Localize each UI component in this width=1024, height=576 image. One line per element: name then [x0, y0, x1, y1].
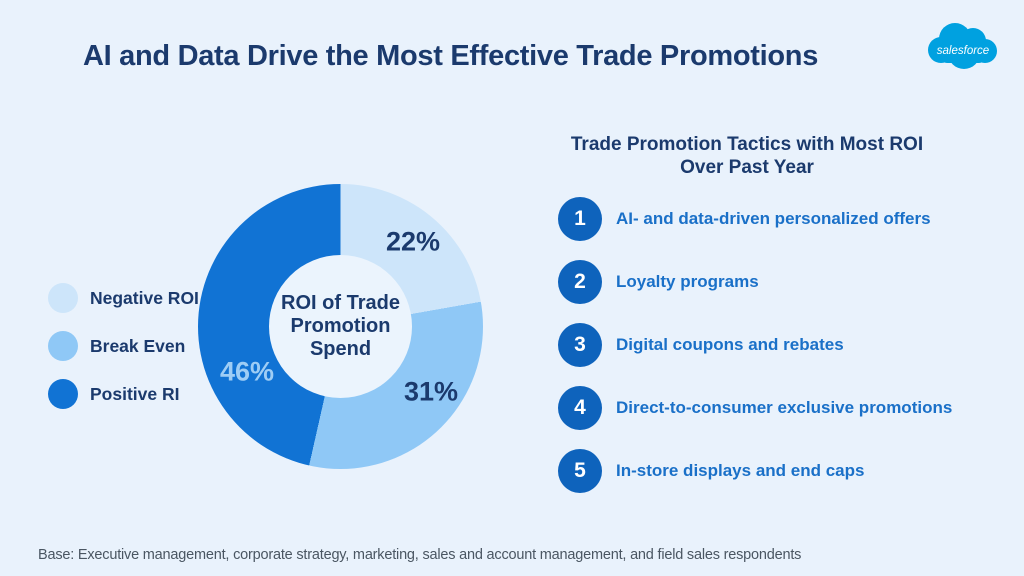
tactic-item: 3 Digital coupons and rebates	[558, 323, 952, 367]
salesforce-logo: salesforce	[924, 22, 1002, 74]
tactic-number-badge: 4	[558, 386, 602, 430]
legend-swatch-break-even	[48, 331, 78, 361]
tactic-item: 4 Direct-to-consumer exclusive promotion…	[558, 386, 952, 430]
salesforce-wordmark: salesforce	[937, 45, 989, 57]
tactic-number-badge: 1	[558, 197, 602, 241]
tactic-label: Loyalty programs	[616, 272, 759, 291]
chart-legend: Negative ROI Break Even Positive RI	[48, 283, 199, 427]
page-title: AI and Data Drive the Most Effective Tra…	[83, 40, 819, 72]
slice-label-negative-roi: 22%	[385, 226, 441, 257]
donut-center-line: Promotion	[290, 315, 391, 337]
tactic-item: 2 Loyalty programs	[558, 260, 952, 304]
tactics-list: 1 AI- and data-driven personalized offer…	[558, 197, 952, 512]
legend-item-break-even: Break Even	[48, 331, 199, 361]
base-note: Base: Executive management, corporate st…	[38, 547, 802, 563]
slice-label-break-even: 31%	[403, 376, 459, 407]
tactic-label: Digital coupons and rebates	[616, 335, 844, 354]
slice-label-positive-roi: 46%	[219, 356, 275, 387]
tactic-label: AI- and data-driven personalized offers	[616, 209, 931, 228]
donut-center-line: ROI of Trade	[281, 292, 400, 314]
salesforce-cloud-icon: salesforce	[928, 23, 997, 69]
tactics-heading: Trade Promotion Tactics with Most ROI Ov…	[556, 133, 938, 179]
legend-item-negative-roi: Negative ROI	[48, 283, 199, 313]
donut-chart: ROI of Trade Promotion Spend 22% 31% 46%	[198, 184, 483, 469]
tactic-number-badge: 2	[558, 260, 602, 304]
tactic-item: 1 AI- and data-driven personalized offer…	[558, 197, 952, 241]
donut-center-line: Spend	[309, 338, 372, 360]
legend-swatch-positive-roi	[48, 379, 78, 409]
legend-swatch-negative-roi	[48, 283, 78, 313]
tactic-number-badge: 5	[558, 449, 602, 493]
legend-label: Break Even	[90, 335, 186, 356]
tactic-label: In-store displays and end caps	[616, 461, 865, 480]
legend-label: Positive RI	[90, 383, 180, 404]
tactic-number-badge: 3	[558, 323, 602, 367]
tactics-heading-line1: Trade Promotion Tactics with Most ROI	[570, 134, 924, 155]
legend-label: Negative ROI	[90, 287, 199, 308]
legend-item-positive-roi: Positive RI	[48, 379, 199, 409]
donut-center-label: ROI of Trade Promotion Spend	[281, 292, 400, 361]
tactic-label: Direct-to-consumer exclusive promotions	[616, 398, 953, 417]
donut-center: ROI of Trade Promotion Spend	[269, 255, 412, 398]
tactic-item: 5 In-store displays and end caps	[558, 449, 952, 493]
tactics-heading-line2: Over Past Year	[680, 157, 814, 178]
